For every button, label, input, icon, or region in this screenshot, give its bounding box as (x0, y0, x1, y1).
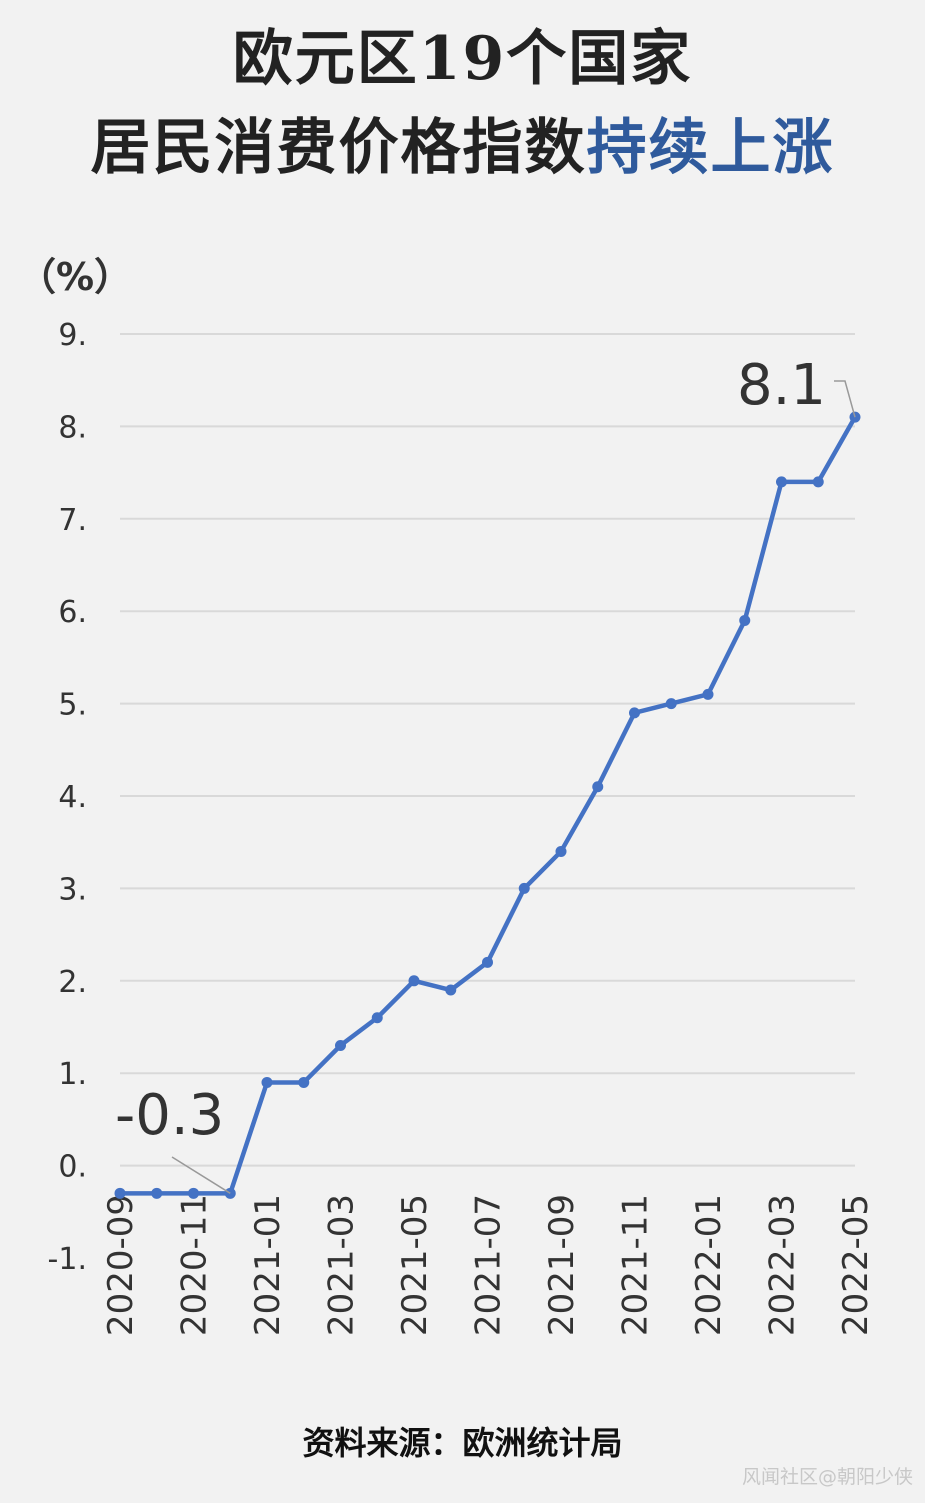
annotation-leader-line (171, 1156, 231, 1194)
data-point (702, 688, 714, 700)
data-point (776, 476, 787, 488)
data-point (812, 476, 824, 488)
y-tick-label: 0. (58, 1150, 87, 1185)
data-point (408, 975, 420, 987)
x-tick-label: 2021-07 (469, 1194, 509, 1336)
data-point (518, 882, 530, 894)
x-tick-label: 2022-03 (763, 1194, 803, 1336)
data-point (739, 614, 751, 626)
data-point (335, 1039, 346, 1051)
data-point (555, 845, 567, 857)
y-tick-label: 6. (58, 595, 87, 630)
annotation-label-min: -0.3 (115, 1083, 224, 1148)
data-point (482, 956, 493, 968)
series-line (120, 416, 857, 1196)
title-main-text: 居民消费价格指数 (90, 113, 587, 183)
x-tick-label: 2021-11 (616, 1194, 656, 1336)
x-tick-label: 2021-01 (248, 1194, 288, 1336)
data-source-note: 资料来源：欧洲统计局 (302, 1424, 623, 1462)
y-tick-label: 7. (58, 503, 87, 538)
data-point (445, 984, 457, 996)
y-tick-label: 2. (58, 965, 87, 1000)
watermark: 风闻社区@朝阳少侠 (741, 1466, 913, 1488)
x-tick-label: 2020-09 (101, 1194, 141, 1336)
x-tick-label: 2021-05 (395, 1194, 435, 1336)
y-tick-label: -1. (48, 1242, 87, 1277)
data-point (298, 1076, 310, 1088)
data-point (261, 1076, 273, 1088)
annotation-label-max: 8.1 (737, 353, 826, 418)
x-tick-label: 2022-05 (836, 1194, 876, 1336)
data-point (114, 1187, 126, 1199)
x-tick-label: 2021-03 (322, 1194, 362, 1336)
y-tick-label: 9. (58, 318, 87, 353)
data-point (151, 1187, 163, 1199)
chart-title-line2: 居民消费价格指数持续上涨 (0, 112, 925, 184)
data-point (592, 781, 604, 793)
data-point (629, 707, 640, 719)
chart-title-line1: 欧元区19个国家 (232, 24, 693, 94)
data-point (371, 1012, 383, 1024)
y-tick-label: 3. (58, 872, 87, 907)
y-tick-label: 4. (58, 780, 87, 815)
x-tick-label: 2020-11 (175, 1194, 215, 1336)
y-tick-label: 1. (58, 1057, 87, 1092)
x-tick-label: 2021-09 (542, 1194, 582, 1336)
x-tick-label: 2022-01 (689, 1194, 729, 1336)
data-point (188, 1187, 199, 1199)
y-axis-unit-label: （%） (18, 255, 132, 299)
annotation-leader-line (834, 380, 856, 418)
y-tick-label: 5. (58, 688, 87, 723)
y-tick-label: 8. (58, 410, 87, 445)
line-chart: （%） 9. 8. 7. 6. 5. 4. 3. 2. 1. 0. -1. 2020-09 2020-… (18, 255, 876, 1336)
title-highlight-text: 持续上涨 (586, 113, 835, 183)
data-point (665, 698, 677, 710)
